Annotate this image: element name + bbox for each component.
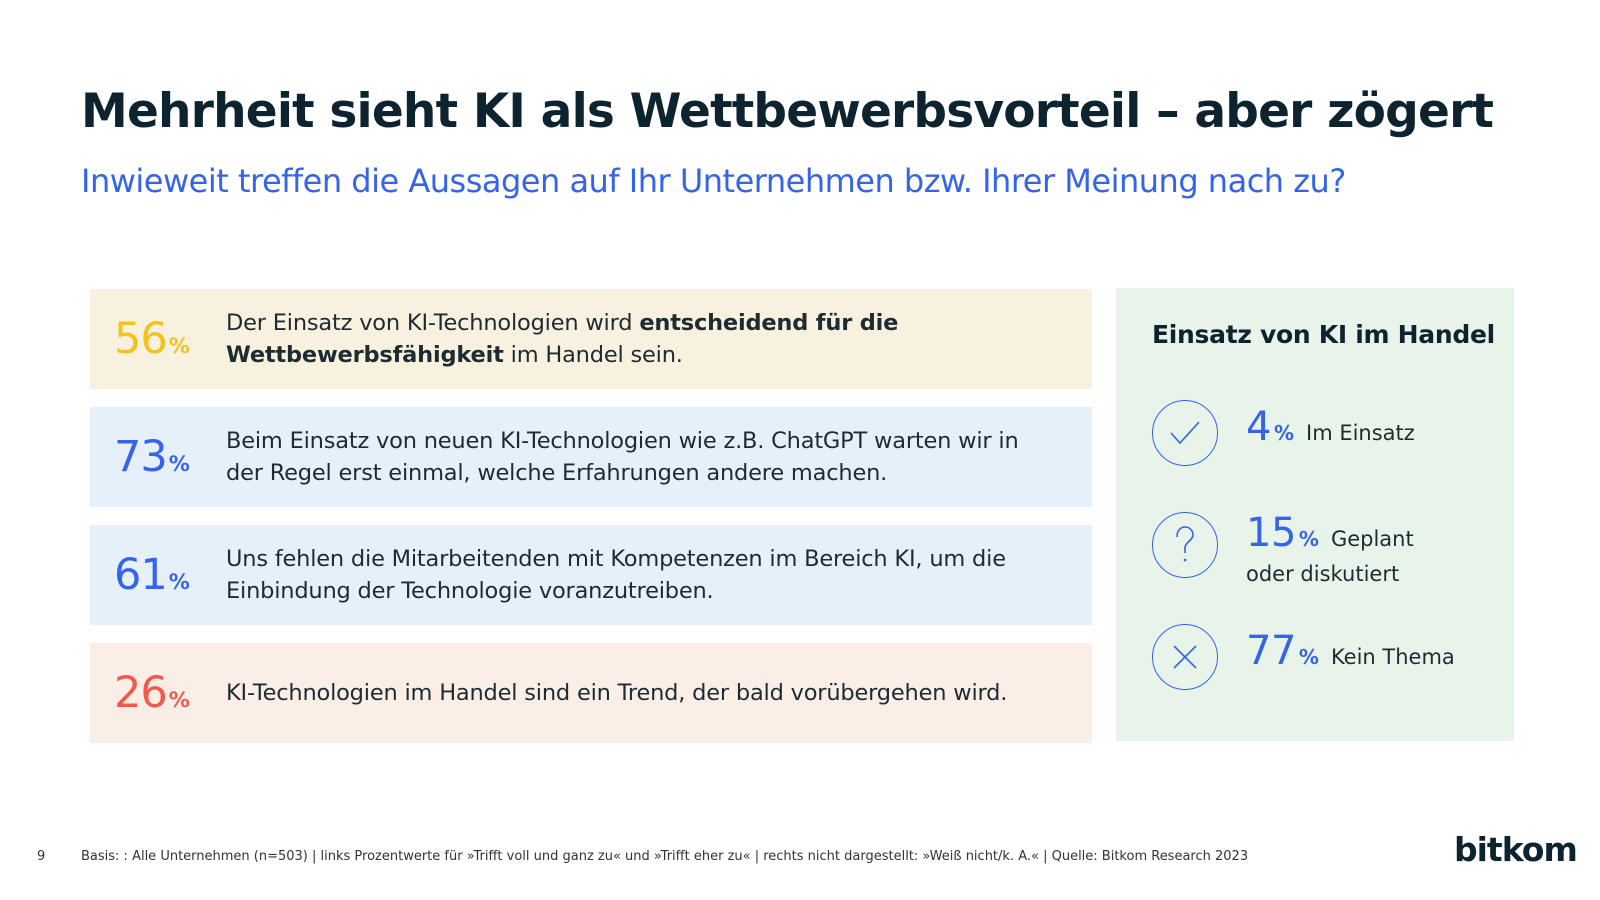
page-number: 9 [37, 849, 46, 864]
percent-value: 61 [114, 550, 168, 600]
statement-percentage: 73% [90, 432, 226, 482]
ki-usage-panel: Einsatz von KI im Handel 4% Im Einsatz 15… [1116, 288, 1514, 741]
stat-value: 77 [1246, 628, 1296, 674]
usage-stat-in-use: 4% Im Einsatz [1246, 404, 1415, 450]
statement-text: Der Einsatz von KI-Technologien wird ent… [226, 310, 899, 368]
statement-text: Beim Einsatz von neuen KI-Technologien w… [226, 428, 1019, 486]
stat-label: Geplant [1330, 527, 1414, 551]
statement-emphasis: entscheidend für die Wettbewerbsfähigkei… [226, 310, 899, 368]
statement-row: 61% Uns fehlen die Mitarbeitenden mit Ko… [90, 525, 1092, 625]
statement-text: Uns fehlen die Mitarbeitenden mit Kompet… [226, 546, 1006, 604]
statement-row: 73% Beim Einsatz von neuen KI-Technologi… [90, 407, 1092, 507]
percent-sign: % [168, 452, 190, 476]
check-icon [1152, 400, 1218, 466]
usage-stat-planned: 15% Geplant [1246, 510, 1414, 556]
page-subtitle: Inwieweit treffen die Aussagen auf Ihr U… [81, 162, 1346, 200]
x-icon [1152, 624, 1218, 690]
stat-label: Kein Thema [1330, 645, 1455, 669]
usage-stat-no-topic: 77% Kein Thema [1246, 628, 1455, 674]
percent-value: 73 [114, 432, 168, 482]
panel-title: Einsatz von KI im Handel [1152, 320, 1495, 349]
percent-value: 56 [114, 314, 168, 364]
statement-row: 26% KI-Technologien im Handel sind ein T… [90, 643, 1092, 743]
statement-percentage: 26% [90, 668, 226, 718]
stat-label: Im Einsatz [1306, 421, 1415, 445]
statement-percentage: 56% [90, 314, 226, 364]
bitkom-logo: bitkom [1454, 830, 1578, 869]
percent-sign: % [168, 334, 190, 358]
page-title: Mehrheit sieht KI als Wettbewerbsvorteil… [81, 84, 1494, 139]
statement-percentage: 61% [90, 550, 226, 600]
statement-row: 56% Der Einsatz von KI-Technologien wird… [90, 289, 1092, 389]
stat-label-continued: oder diskutiert [1246, 562, 1400, 586]
percent-sign: % [168, 570, 190, 594]
question-icon [1152, 512, 1218, 578]
stat-value: 15 [1246, 510, 1296, 556]
percent-value: 26 [114, 668, 168, 718]
footnote: Basis: : Alle Unternehmen (n=503) | link… [81, 849, 1249, 864]
percent-sign: % [168, 688, 190, 712]
stat-value: 4 [1246, 404, 1271, 450]
statement-text: KI-Technologien im Handel sind ein Trend… [226, 680, 1008, 706]
